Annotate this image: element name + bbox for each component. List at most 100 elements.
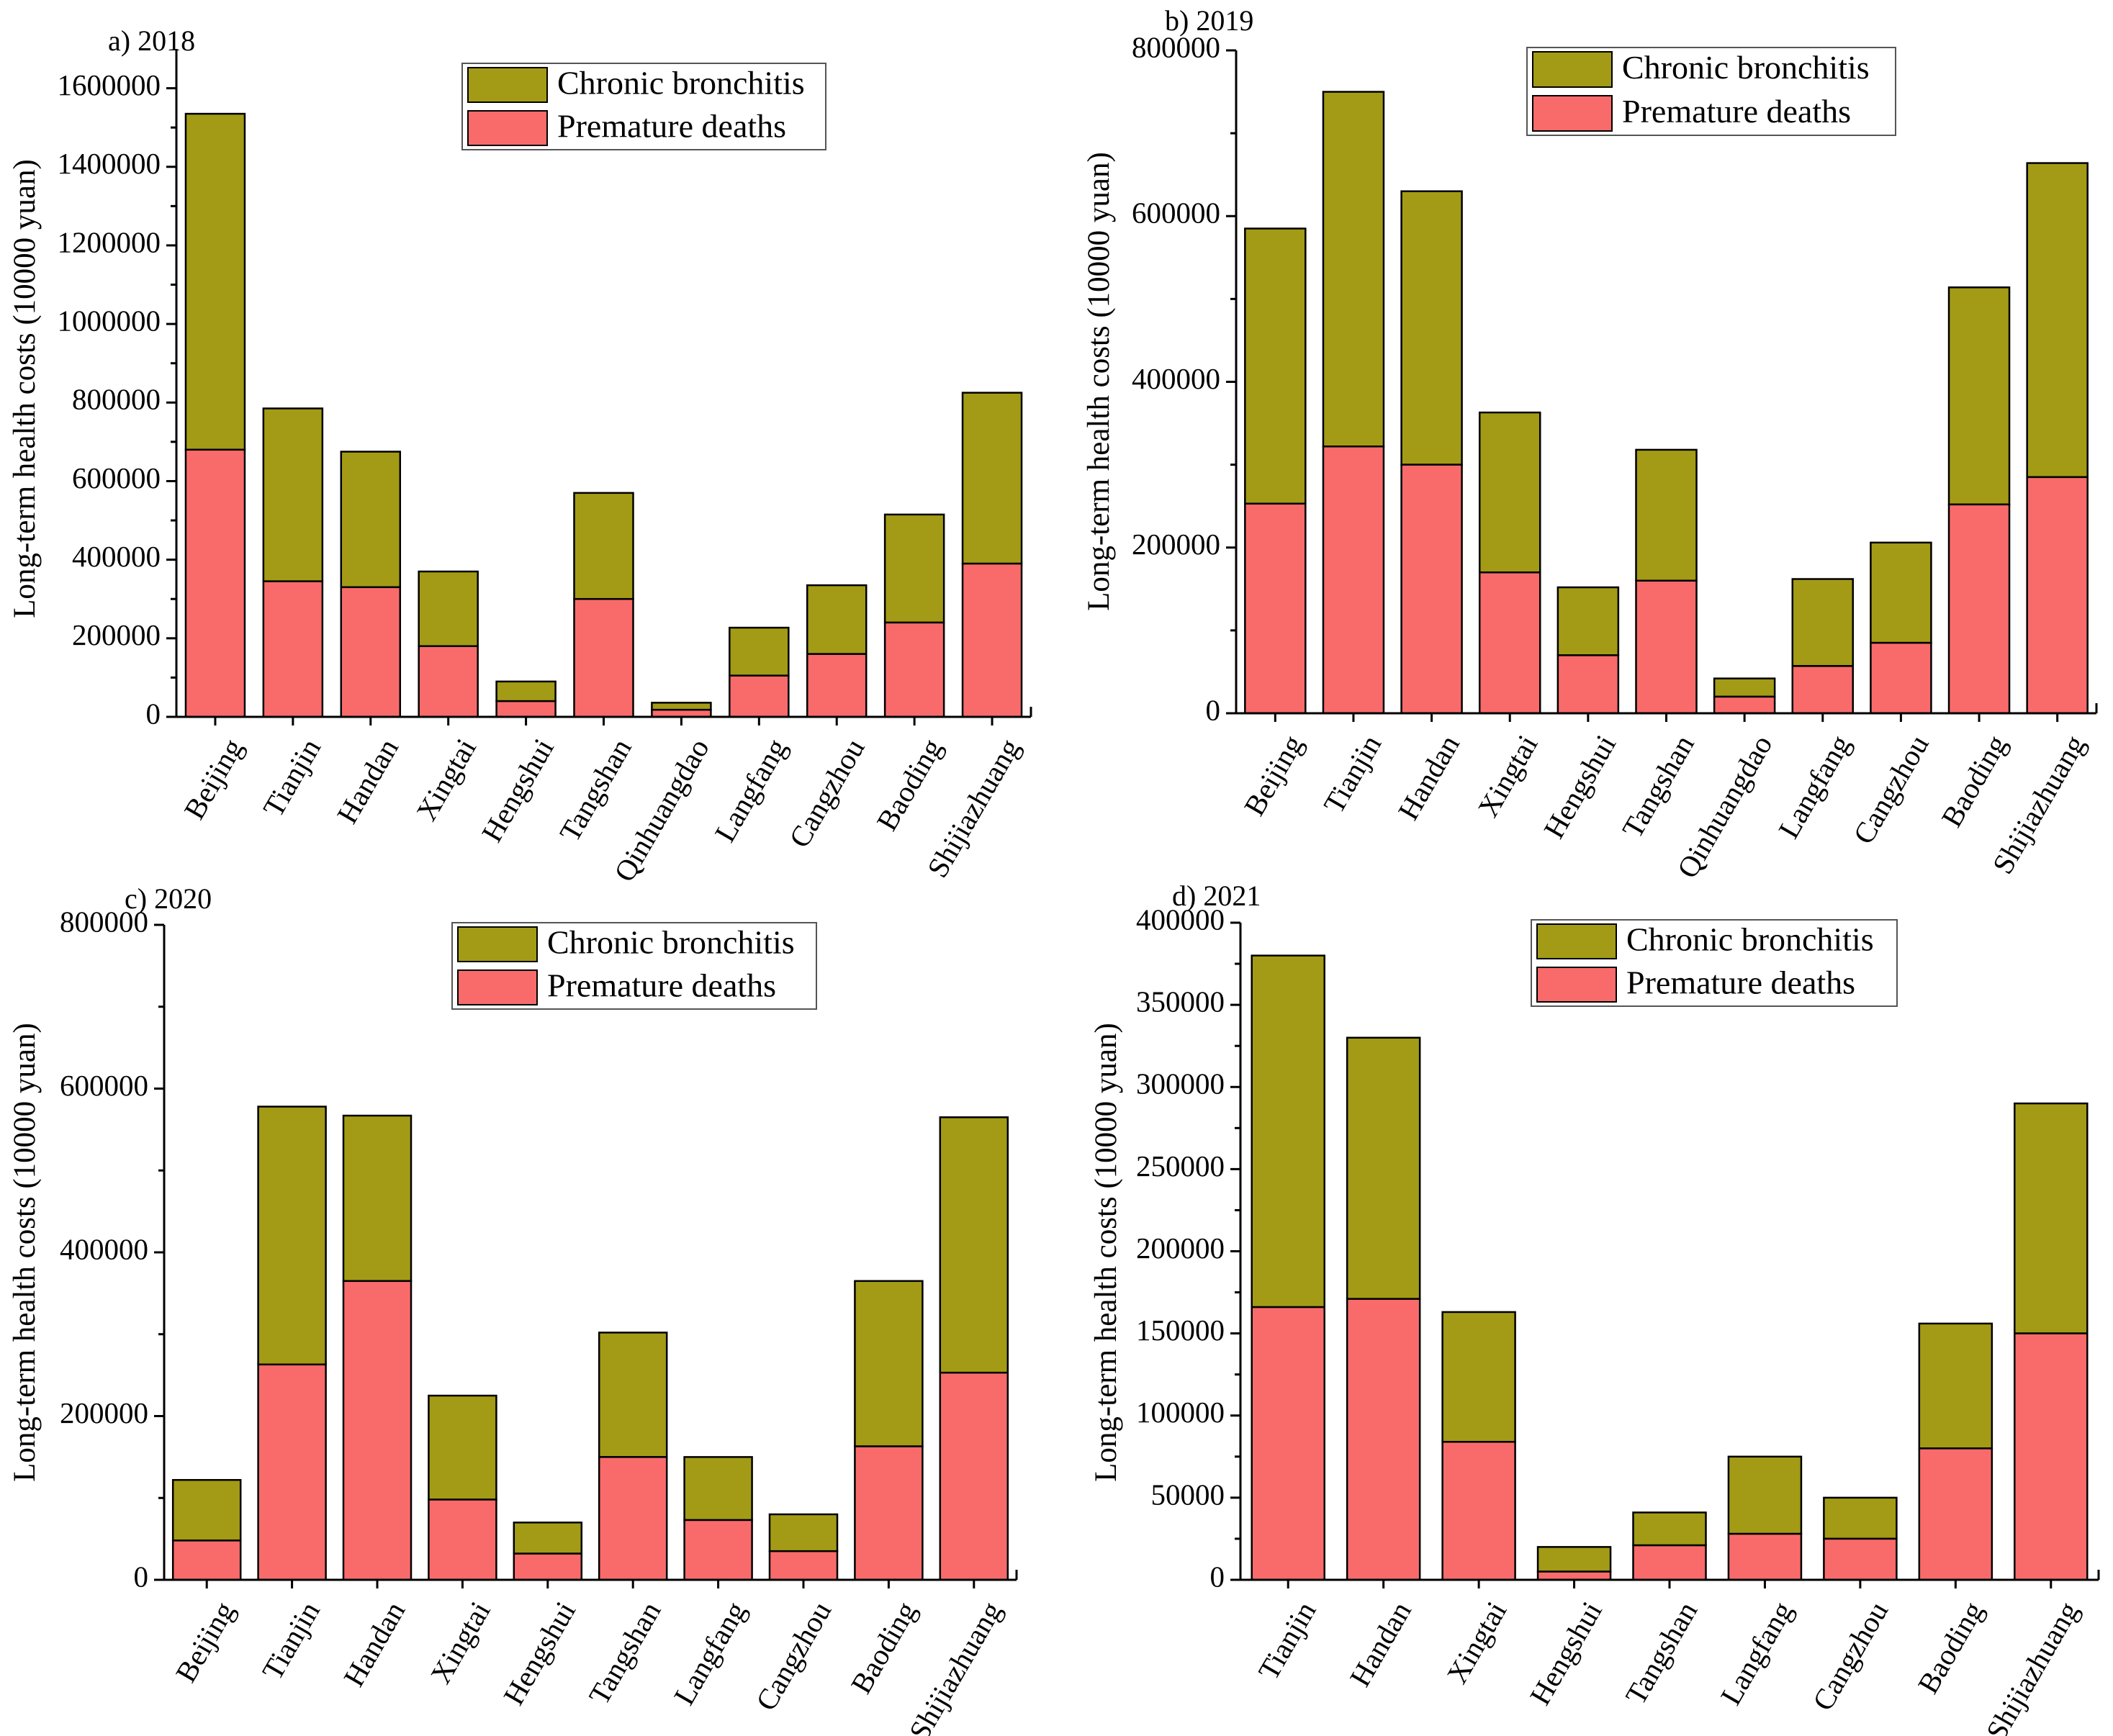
bar-premature-deaths-tianjin [257,1363,327,1581]
x-tick-label-tangshan: Tangshan [553,733,638,847]
x-tick-label-tianjin: Tianjin [256,1596,326,1685]
y-tick-label: 350000 [1136,985,1225,1018]
legend-label-premature-deaths: Premature deaths [1626,964,1855,1001]
x-tick-label-baoding: Baoding [844,1596,923,1699]
x-tick-label-langfang: Langfang [667,1596,752,1710]
bar-premature-deaths-cangzhou [806,653,868,718]
bar-premature-deaths-baoding [1918,1447,1993,1581]
y-tick-label: 800000 [1132,30,1220,63]
x-tick-label-baoding: Baoding [1934,729,2013,832]
bar-premature-deaths-langfang [1791,665,1855,715]
y-tick-label: 0 [1206,693,1221,726]
y-tick-label: 800000 [60,905,148,938]
bar-chronic-bronchitis-langfang [683,1456,753,1522]
bar-chronic-bronchitis-tangshan [598,1332,668,1458]
x-tick-label-tangshan: Tangshan [1618,1596,1703,1710]
y-tick-label: 200000 [72,618,161,651]
bar-chronic-bronchitis-xingtai [1478,411,1541,574]
bar-chronic-bronchitis-xingtai [428,1394,497,1501]
x-tick-label-tianjin: Tianjin [256,733,327,822]
legend-swatch-chronic-bronchitis [457,926,538,962]
bar-chronic-bronchitis-hengshui [1536,1546,1612,1573]
y-tick-label: 0 [134,1560,149,1593]
y-tick-label: 100000 [1136,1396,1225,1429]
bar-chronic-bronchitis-cangzhou [1870,541,1932,644]
y-tick-label: 600000 [60,1069,148,1102]
bar-chronic-bronchitis-tianjin [1322,91,1385,448]
x-tick-label-handan: Handan [1391,729,1466,825]
x-tick-label-handan: Handan [330,733,405,828]
y-tick-label: 200000 [1132,528,1220,561]
bar-premature-deaths-tangshan [1632,1544,1707,1581]
legend-label-premature-deaths: Premature deaths [557,108,786,145]
bar-premature-deaths-beijing [171,1540,242,1581]
panel-c-2020: c) 2020 Long-term health costs (10000 yua… [8,882,1018,1736]
legend-label-premature-deaths: Premature deaths [547,967,776,1004]
legend: Chronic bronchitis Premature deaths [461,63,826,150]
bar-chronic-bronchitis-langfang [729,626,790,677]
y-tick-label: 800000 [72,383,161,416]
bar-premature-deaths-baoding [883,621,945,718]
bar-premature-deaths-shijiazhuang [961,562,1023,718]
bar-premature-deaths-shijiazhuang [939,1371,1009,1581]
legend-label-chronic-bronchitis: Chronic bronchitis [547,924,795,961]
bar-premature-deaths-beijing [1244,502,1307,715]
y-tick-label: 0 [1210,1560,1225,1593]
y-tick-label: 400000 [60,1232,148,1265]
bar-premature-deaths-xingtai [418,645,479,718]
y-tick-label: 50000 [1151,1478,1225,1511]
y-tick-label: 600000 [1132,196,1220,230]
bar-premature-deaths-baoding [1947,503,2011,715]
x-tick-label-langfang: Langfang [1772,729,1857,844]
bar-chronic-bronchitis-qinhuangdao [1713,677,1776,698]
x-tick-label-handan: Handan [1343,1596,1418,1691]
bar-chronic-bronchitis-handan [1400,190,1463,466]
bar-chronic-bronchitis-tangshan [573,492,634,600]
bar-premature-deaths-qinhuangdao [1713,695,1776,715]
panel-title: b) 2019 [1165,4,1253,37]
x-tick-label-xingtai: Xingtai [410,733,482,826]
y-tick-label: 1400000 [58,147,161,180]
bar-chronic-bronchitis-tangshan [1632,1511,1707,1547]
bar-chronic-bronchitis-baoding [883,513,945,624]
legend: Chronic bronchitis Premature deaths [1531,919,1898,1007]
bar-premature-deaths-tangshan [598,1456,668,1581]
panel-d-2021: d) 2021 Long-term health costs (10000 yua… [1089,880,2100,1736]
bar-premature-deaths-langfang [683,1519,753,1581]
y-tick-label: 400000 [72,540,161,573]
bar-chronic-bronchitis-shijiazhuang [939,1116,1009,1374]
y-axis-label: Long-term health costs (10000 yuan) [1089,1023,1123,1482]
x-tick-label-langfang: Langfang [708,733,793,847]
x-tick-label-handan: Handan [337,1596,412,1691]
bar-chronic-bronchitis-beijing [171,1478,242,1542]
bar-premature-deaths-tianjin [1251,1306,1325,1581]
bar-chronic-bronchitis-hengshui [1556,586,1620,656]
y-tick-label: 400000 [1136,903,1225,936]
x-tick-label-baoding: Baoding [870,733,948,836]
y-tick-label: 250000 [1136,1149,1225,1183]
y-tick-label: 150000 [1136,1314,1225,1347]
x-tick-label-beijing: Beijing [1238,729,1310,821]
bar-premature-deaths-beijing [184,448,246,718]
bar-chronic-bronchitis-handan [340,451,402,589]
bar-chronic-bronchitis-cangzhou [806,584,868,655]
legend-swatch-chronic-bronchitis [1532,51,1613,88]
x-tick-label-hengshui: Hengshui [497,1596,582,1710]
bar-chronic-bronchitis-hengshui [513,1522,583,1555]
panel-a-2018: a) 2018 Long-term health costs (10000 yua… [8,24,1032,887]
legend-swatch-premature-deaths [457,969,538,1005]
x-tick-label-cangzhou: Cangzhou [783,733,871,853]
bar-chronic-bronchitis-tianjin [257,1106,327,1366]
bar-premature-deaths-hengshui [495,700,557,718]
legend-swatch-chronic-bronchitis [467,67,548,103]
panel-b-2019: b) 2019 Long-term health costs (10000 yua… [1082,4,2098,884]
bar-chronic-bronchitis-baoding [1947,286,2011,506]
x-tick-label-xingtai: Xingtai [423,1596,496,1689]
panel-title: d) 2021 [1172,880,1261,912]
x-tick-label-xingtai: Xingtai [1440,1596,1513,1689]
x-tick-label-cangzhou: Cangzhou [1806,1596,1894,1716]
bar-premature-deaths-baoding [854,1445,924,1581]
bar-chronic-bronchitis-cangzhou [1823,1496,1898,1540]
bar-chronic-bronchitis-beijing [184,112,246,451]
bar-premature-deaths-hengshui [513,1552,583,1581]
